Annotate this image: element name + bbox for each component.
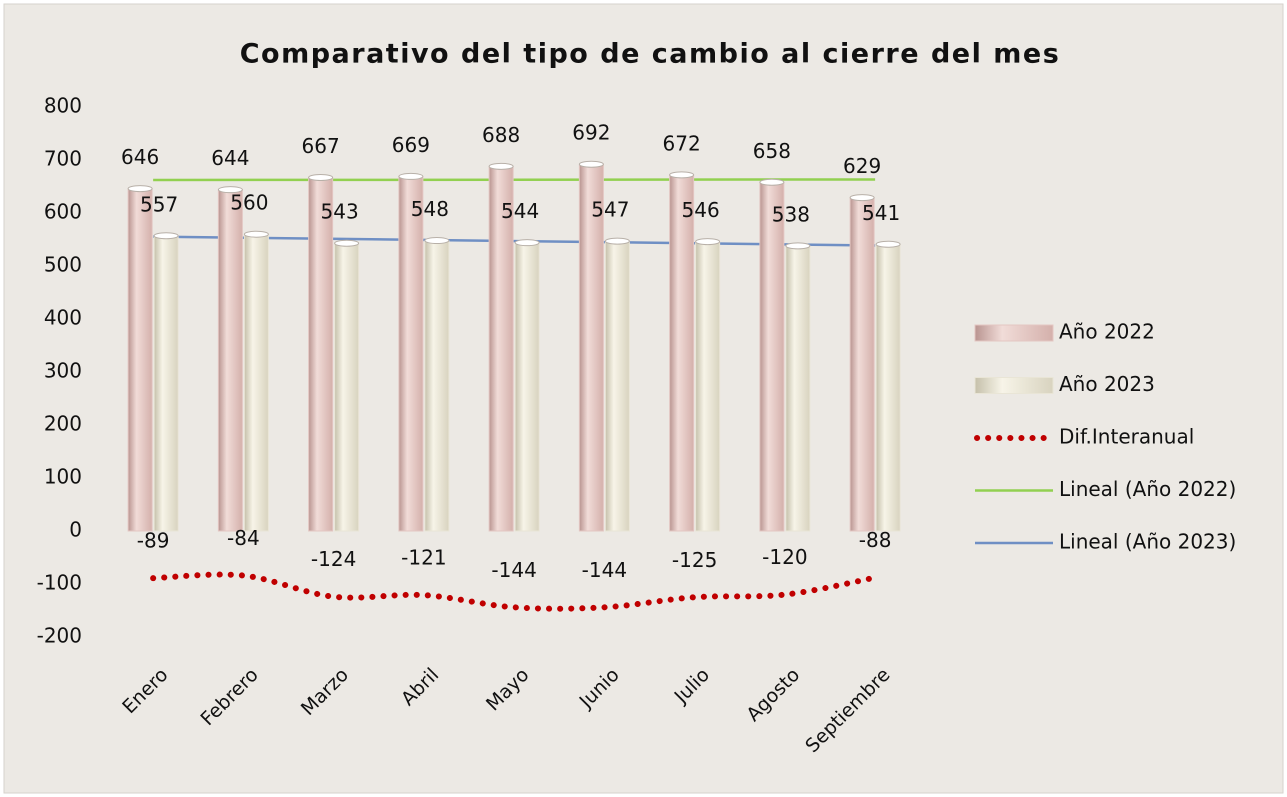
data-label: -89	[137, 529, 170, 553]
bar	[785, 245, 811, 532]
y-tick-label: 600	[44, 200, 82, 224]
legend-label: Dif.Interanual	[1059, 425, 1194, 449]
legend-label: Año 2022	[1059, 320, 1155, 344]
bar	[604, 240, 630, 532]
y-tick-label: -200	[37, 624, 82, 648]
y-tick-label: 500	[44, 253, 82, 277]
bar	[398, 175, 424, 532]
bar-cap	[604, 237, 630, 245]
bar	[308, 176, 334, 532]
chart-background	[3, 3, 1284, 794]
data-label: 646	[121, 145, 159, 169]
bar-cap	[127, 185, 153, 193]
y-tick-label: 0	[69, 518, 82, 542]
chart-title: Comparativo del tipo de cambio al cierre…	[240, 39, 1061, 70]
bar-cap	[514, 239, 540, 247]
y-tick-label: 800	[44, 94, 82, 118]
bar	[695, 241, 721, 532]
data-label: -125	[672, 548, 717, 572]
bar	[334, 242, 360, 532]
bar	[424, 240, 450, 532]
data-label: 546	[682, 198, 720, 222]
bar-cap	[695, 238, 721, 246]
y-tick-label: 700	[44, 147, 82, 171]
data-label: 692	[572, 121, 610, 145]
legend-label: Lineal (Año 2023)	[1059, 530, 1236, 554]
data-label: 538	[772, 202, 810, 226]
legend-label: Año 2023	[1059, 372, 1155, 396]
data-label: -121	[401, 546, 446, 570]
data-label: -88	[859, 528, 892, 552]
bar-cap	[578, 160, 604, 168]
data-label: 547	[591, 198, 629, 222]
data-label: 672	[663, 131, 701, 155]
data-label: 644	[211, 146, 249, 170]
bar	[488, 165, 514, 532]
bar-cap	[424, 237, 450, 245]
data-label: 658	[753, 139, 791, 163]
bar	[514, 242, 540, 532]
bar-cap	[488, 162, 514, 170]
data-label: -144	[491, 558, 536, 582]
trend-line	[153, 235, 876, 247]
y-tick-label: -100	[37, 571, 82, 595]
y-tick-label: 400	[44, 306, 82, 330]
legend-label: Lineal (Año 2022)	[1059, 477, 1236, 501]
bar-cap	[875, 240, 901, 248]
bar-cap	[217, 186, 243, 194]
bar-cap	[308, 173, 334, 181]
bar-cap	[849, 194, 875, 202]
bar-cap	[759, 178, 785, 186]
bar	[217, 189, 243, 532]
legend-swatch	[974, 377, 1054, 394]
bar	[759, 181, 785, 532]
data-label: -144	[582, 558, 627, 582]
data-label: 541	[862, 201, 900, 225]
data-label: 669	[392, 133, 430, 157]
bar-cap	[153, 232, 179, 240]
data-label: 688	[482, 123, 520, 147]
bar	[669, 174, 695, 532]
data-label: 667	[302, 134, 340, 158]
data-label: 557	[140, 192, 178, 216]
y-tick-label: 100	[44, 465, 82, 489]
data-label: 548	[411, 197, 449, 221]
bar-cap	[243, 230, 269, 238]
bar-cap	[785, 242, 811, 250]
y-tick-label: 300	[44, 359, 82, 383]
data-label: -84	[227, 526, 260, 550]
y-tick-label: 200	[44, 412, 82, 436]
data-label: -124	[311, 547, 356, 571]
bar	[243, 233, 269, 532]
bar	[849, 197, 875, 532]
data-label: -120	[762, 545, 807, 569]
data-label: 544	[501, 199, 539, 223]
data-label: 560	[230, 191, 268, 215]
bar-cap	[669, 171, 695, 179]
bar-cap	[398, 172, 424, 180]
legend-swatch	[974, 324, 1054, 342]
bar	[578, 163, 604, 532]
bar	[875, 243, 901, 532]
data-label: 543	[321, 200, 359, 224]
line	[150, 571, 879, 612]
bar	[127, 188, 153, 532]
bar-cap	[334, 239, 360, 247]
data-label: 629	[843, 154, 881, 178]
bar	[153, 235, 179, 532]
